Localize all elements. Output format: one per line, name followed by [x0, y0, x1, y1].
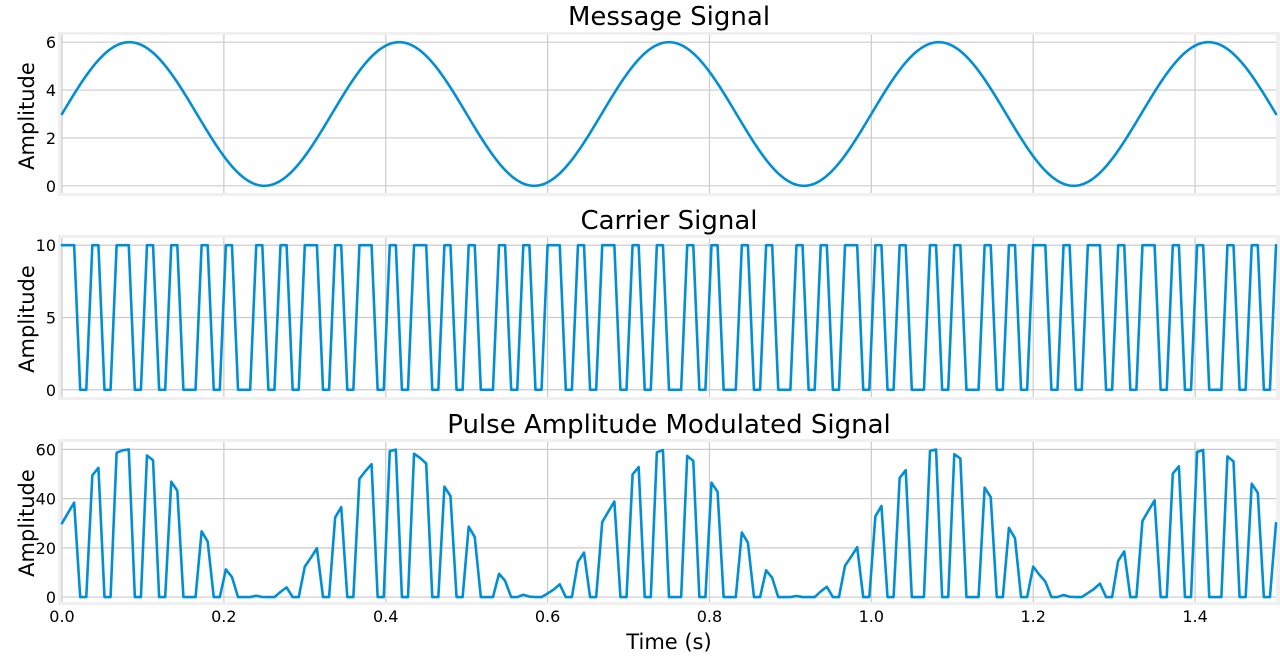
panel-message-title: Message Signal — [568, 2, 770, 32]
panel-message-y-ticks: 0 2 4 6 — [46, 33, 56, 196]
y-tick-label: 60 — [36, 440, 56, 459]
panel-pam-y-ticks: 0 20 40 60 — [36, 440, 56, 607]
x-tick-label: 0.0 — [49, 607, 74, 626]
y-tick-label: 0 — [46, 381, 56, 400]
x-tick-label: 0.2 — [211, 607, 236, 626]
panel-carrier-y-ticks: 0 5 10 — [36, 236, 56, 400]
y-tick-label: 10 — [36, 236, 56, 255]
panel-message-y-label: Amplitude — [15, 62, 39, 170]
panel-carrier-title: Carrier Signal — [580, 206, 757, 236]
message-signal-line — [60, 40, 1278, 188]
x-tick-label: 0.8 — [697, 607, 722, 626]
x-tick-label: 1.4 — [1182, 607, 1207, 626]
carrier-signal-line — [60, 243, 1278, 392]
y-tick-label: 0 — [46, 177, 56, 196]
y-tick-label: 4 — [46, 81, 56, 100]
x-tick-label: 1.2 — [1020, 607, 1045, 626]
x-tick-label: 0.4 — [373, 607, 398, 626]
y-tick-label: 20 — [36, 539, 56, 558]
panel-message-plot-area — [62, 35, 1276, 193]
y-tick-label: 5 — [46, 309, 56, 328]
y-tick-label: 40 — [36, 490, 56, 509]
panel-pam-y-label: Amplitude — [15, 469, 39, 577]
panel-carrier-y-label: Amplitude — [15, 265, 39, 373]
y-tick-label: 2 — [46, 129, 56, 148]
y-tick-label: 6 — [46, 33, 56, 52]
y-tick-label: 0 — [46, 588, 56, 607]
pam-signal-line — [60, 448, 1278, 599]
panel-pam: 0 20 40 60 0.0 0.2 0.4 0.6 0.8 1.0 1.2 1.4 Pulse A… — [15, 410, 1280, 654]
panel-carrier: 0 5 10 Carrier Signal Amplitude — [15, 206, 1280, 400]
panel-pam-title: Pulse Amplitude Modulated Signal — [447, 410, 891, 440]
x-tick-label: 0.6 — [535, 607, 560, 626]
panel-message: 0 2 4 6 Message Signal Amplitude — [15, 2, 1280, 196]
x-axis-label: Time (s) — [625, 630, 711, 654]
panel-pam-x-ticks: 0.0 0.2 0.4 0.6 0.8 1.0 1.2 1.4 — [49, 607, 1208, 626]
x-tick-label: 1.0 — [859, 607, 884, 626]
